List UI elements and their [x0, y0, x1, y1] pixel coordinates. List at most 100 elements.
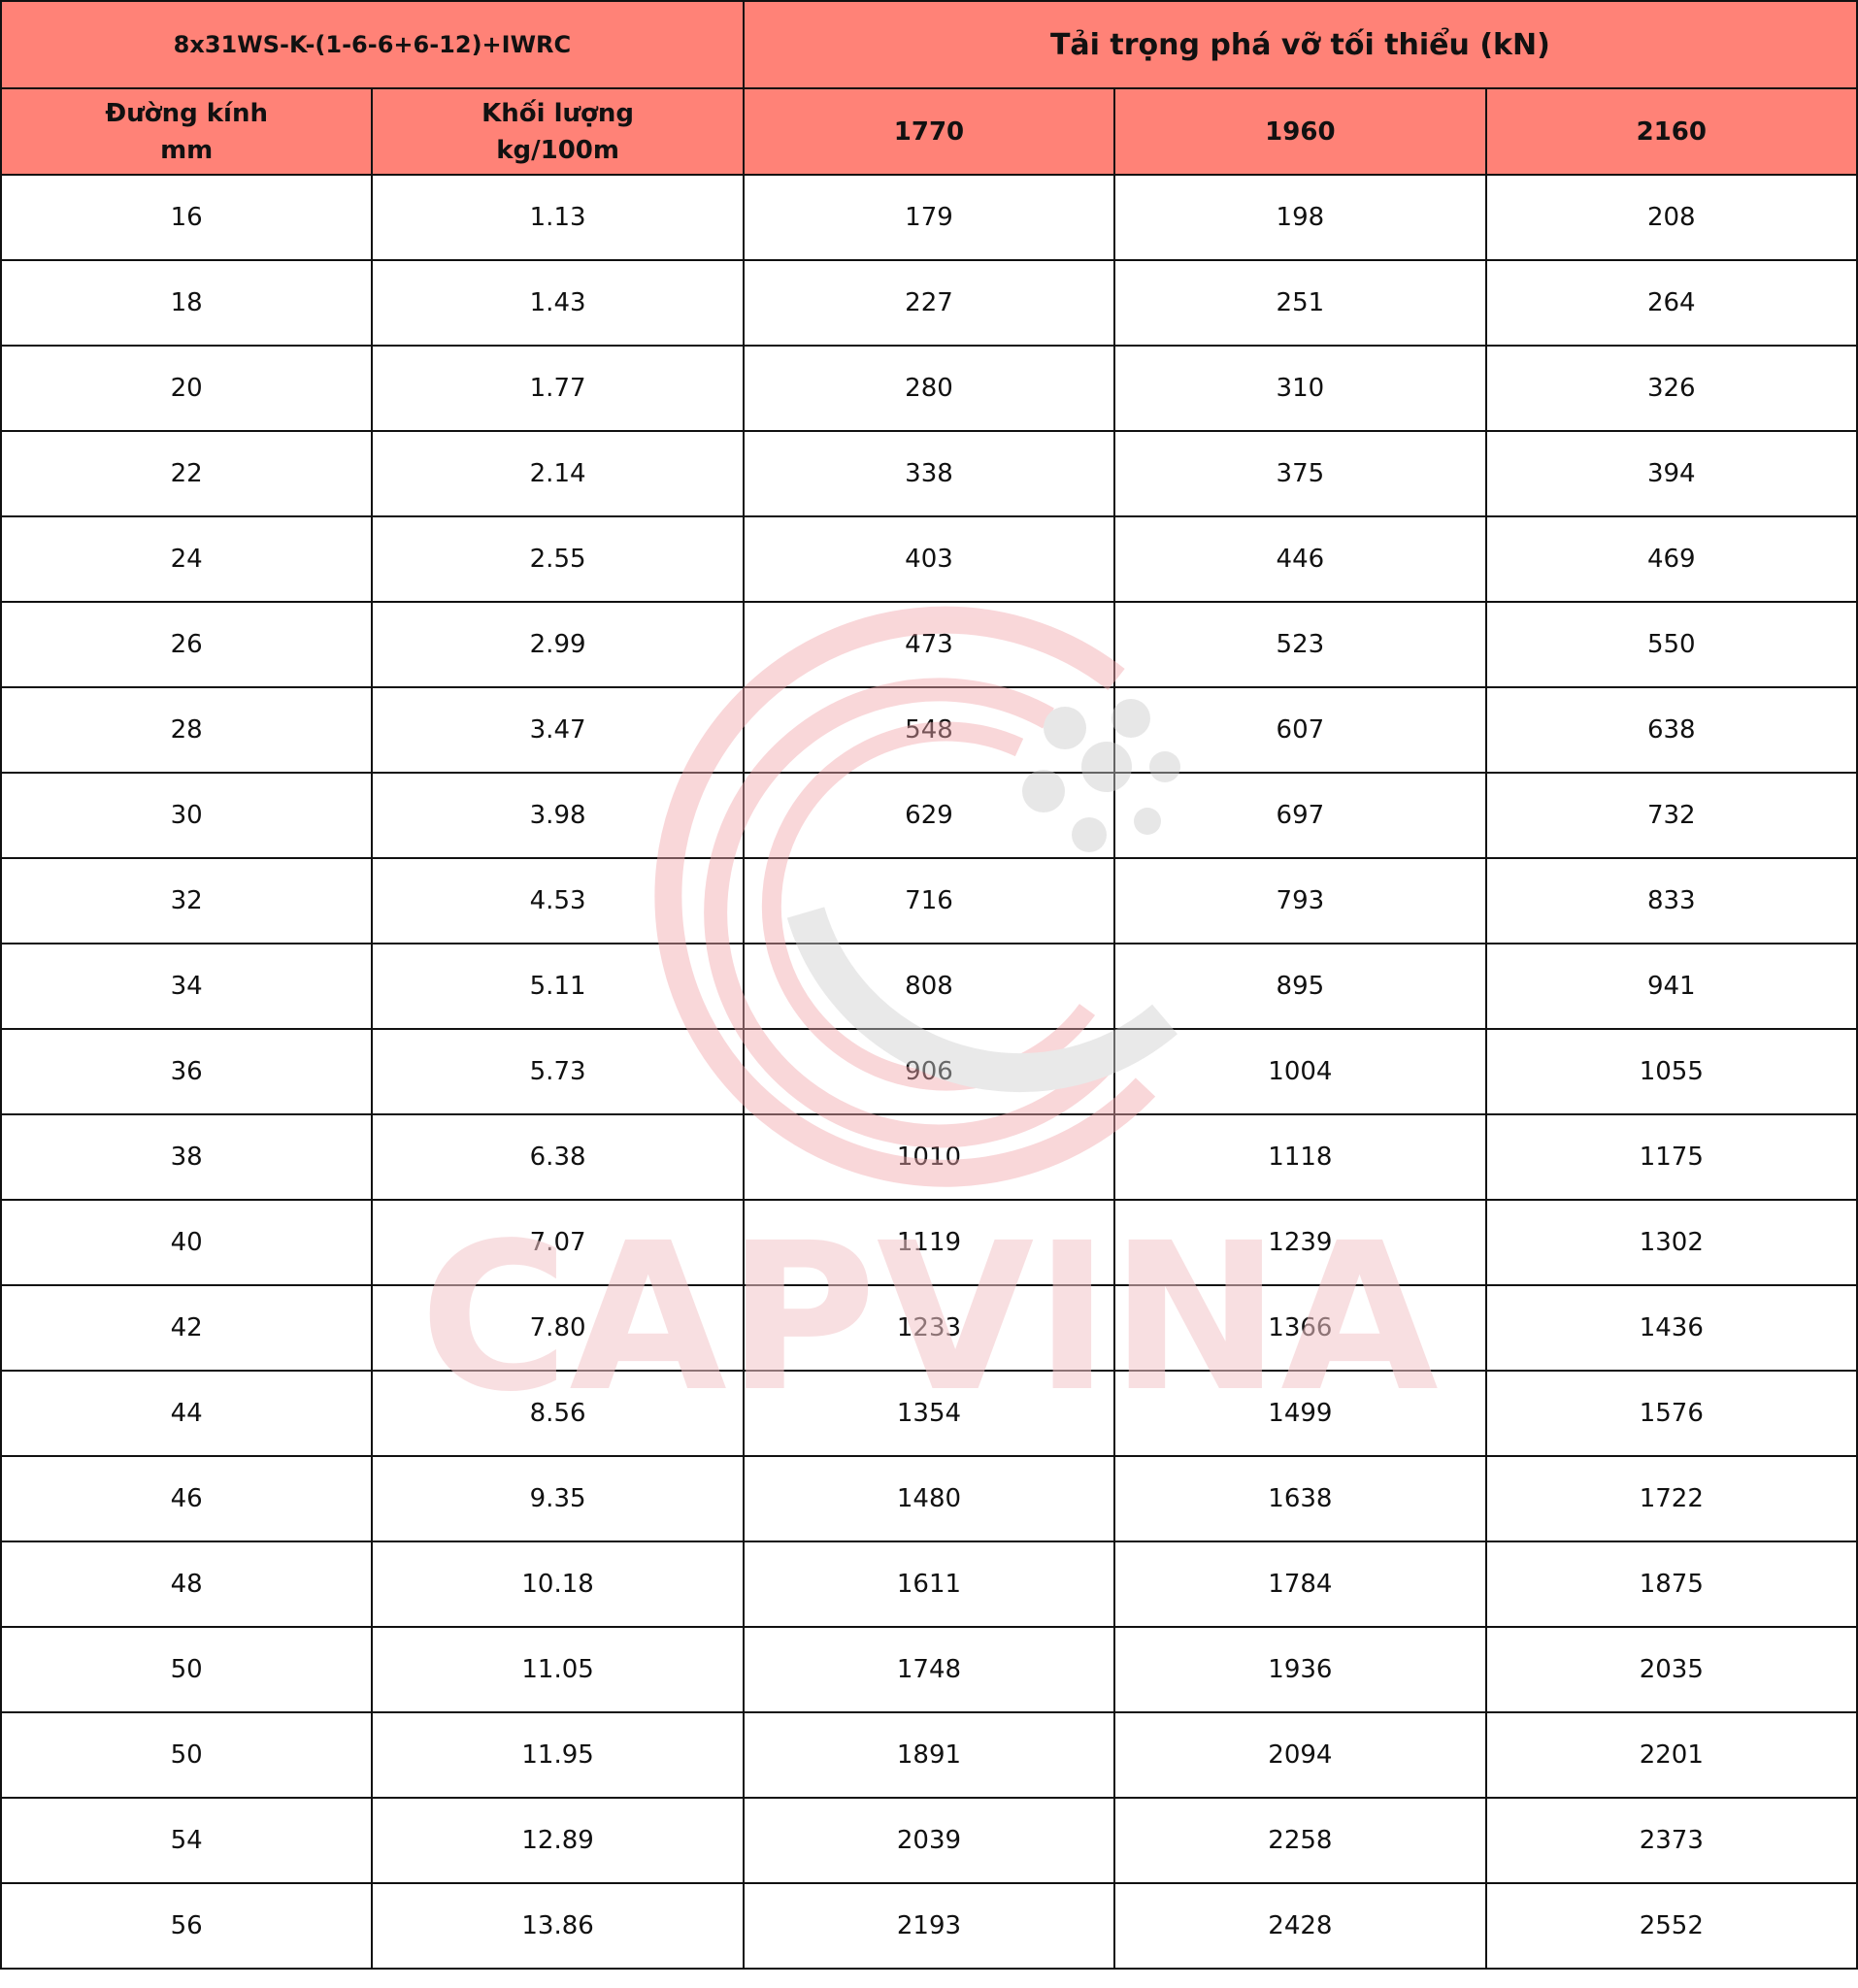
table-row: 16 1.13 179 198 208	[0, 174, 1858, 261]
cell-load-1770: 1010	[742, 1113, 1116, 1201]
cell-load-1960: 2094	[1113, 1711, 1487, 1799]
cell-load-1770: 473	[742, 601, 1116, 688]
cell-load-1770: 629	[742, 772, 1116, 859]
cell-weight: 4.53	[371, 857, 745, 944]
cell-load-1960: 1239	[1113, 1199, 1487, 1286]
cell-weight: 1.43	[371, 259, 745, 347]
cell-diameter: 56	[0, 1882, 374, 1970]
col-weight: Khối lượng kg/100m	[371, 87, 745, 176]
cell-diameter: 36	[0, 1028, 374, 1115]
cell-load-1960: 895	[1113, 943, 1487, 1030]
cell-diameter: 16	[0, 174, 374, 261]
cell-diameter: 18	[0, 259, 374, 347]
table-row: 22 2.14 338 375 394	[0, 430, 1858, 517]
cell-load-1960: 1118	[1113, 1113, 1487, 1201]
cell-diameter: 46	[0, 1455, 374, 1542]
cell-load-2160: 469	[1484, 515, 1858, 603]
cell-load-1960: 198	[1113, 174, 1487, 261]
cell-load-1770: 1119	[742, 1199, 1116, 1286]
table-row: 18 1.43 227 251 264	[0, 259, 1858, 347]
cell-load-1960: 251	[1113, 259, 1487, 347]
cell-weight: 5.73	[371, 1028, 745, 1115]
cell-load-1960: 446	[1113, 515, 1487, 603]
cell-load-2160: 732	[1484, 772, 1858, 859]
cell-diameter: 34	[0, 943, 374, 1030]
table-row: 34 5.11 808 895 941	[0, 943, 1858, 1030]
cell-load-1770: 227	[742, 259, 1116, 347]
cell-diameter: 20	[0, 345, 374, 432]
cell-weight: 2.99	[371, 601, 745, 688]
table-row: 54 12.89 2039 2258 2373	[0, 1797, 1858, 1884]
cell-load-2160: 264	[1484, 259, 1858, 347]
cell-load-1770: 2193	[742, 1882, 1116, 1970]
cell-load-2160: 638	[1484, 686, 1858, 774]
cell-load-1770: 1748	[742, 1626, 1116, 1713]
table-row: 24 2.55 403 446 469	[0, 515, 1858, 603]
cell-weight: 11.05	[371, 1626, 745, 1713]
table-row: 28 3.47 548 607 638	[0, 686, 1858, 774]
col-weight-label: Khối lượng	[481, 98, 635, 128]
cell-load-1960: 2258	[1113, 1797, 1487, 1884]
cell-load-1960: 607	[1113, 686, 1487, 774]
col-weight-unit: kg/100m	[496, 135, 619, 165]
cell-diameter: 28	[0, 686, 374, 774]
col-grade-1770: 1770	[742, 87, 1116, 176]
table-row: 50 11.05 1748 1936 2035	[0, 1626, 1858, 1713]
cell-weight: 12.89	[371, 1797, 745, 1884]
cell-load-1960: 1499	[1113, 1370, 1487, 1457]
cell-diameter: 42	[0, 1284, 374, 1372]
col-grade-1960: 1960	[1113, 87, 1487, 176]
cell-diameter: 50	[0, 1711, 374, 1799]
cell-weight: 7.07	[371, 1199, 745, 1286]
cell-load-2160: 2035	[1484, 1626, 1858, 1713]
cell-load-1960: 1638	[1113, 1455, 1487, 1542]
header-row-1: 8x31WS-K-(1-6-6+6-12)+IWRC Tải trọng phá…	[0, 0, 1858, 89]
cell-load-1960: 310	[1113, 345, 1487, 432]
cell-load-1770: 280	[742, 345, 1116, 432]
table-row: 44 8.56 1354 1499 1576	[0, 1370, 1858, 1457]
table-row: 40 7.07 1119 1239 1302	[0, 1199, 1858, 1286]
cell-weight: 8.56	[371, 1370, 745, 1457]
cell-diameter: 54	[0, 1797, 374, 1884]
cell-weight: 11.95	[371, 1711, 745, 1799]
cell-load-1770: 1480	[742, 1455, 1116, 1542]
cell-load-1960: 1936	[1113, 1626, 1487, 1713]
col-grade-2160: 2160	[1484, 87, 1858, 176]
cell-weight: 1.13	[371, 174, 745, 261]
col-diameter: Đường kính mm	[0, 87, 374, 176]
cell-load-1770: 808	[742, 943, 1116, 1030]
cell-load-2160: 326	[1484, 345, 1858, 432]
cell-load-1960: 697	[1113, 772, 1487, 859]
cell-weight: 2.55	[371, 515, 745, 603]
cell-load-1960: 2428	[1113, 1882, 1487, 1970]
cell-load-2160: 1576	[1484, 1370, 1858, 1457]
cell-diameter: 38	[0, 1113, 374, 1201]
cell-load-1770: 1891	[742, 1711, 1116, 1799]
cell-diameter: 24	[0, 515, 374, 603]
table-row: 20 1.77 280 310 326	[0, 345, 1858, 432]
cell-weight: 3.47	[371, 686, 745, 774]
cell-weight: 7.80	[371, 1284, 745, 1372]
cell-load-1770: 179	[742, 174, 1116, 261]
header-row-2: Đường kính mm Khối lượng kg/100m 1770 1960…	[0, 87, 1858, 176]
cell-diameter: 40	[0, 1199, 374, 1286]
cell-diameter: 44	[0, 1370, 374, 1457]
cell-weight: 9.35	[371, 1455, 745, 1542]
table-body: 16 1.13 179 198 208 18 1.43 227 251 264 20 1.77 280 3…	[0, 174, 1858, 1970]
cell-diameter: 48	[0, 1541, 374, 1628]
cell-load-2160: 208	[1484, 174, 1858, 261]
col-diameter-unit: mm	[160, 135, 214, 165]
cell-weight: 6.38	[371, 1113, 745, 1201]
cell-weight: 5.11	[371, 943, 745, 1030]
cell-load-2160: 941	[1484, 943, 1858, 1030]
table-row: 46 9.35 1480 1638 1722	[0, 1455, 1858, 1542]
rope-spec: 8x31WS-K-(1-6-6+6-12)+IWRC	[0, 0, 745, 89]
table-row: 36 5.73 906 1004 1055	[0, 1028, 1858, 1115]
table-row: 50 11.95 1891 2094 2201	[0, 1711, 1858, 1799]
table-row: 26 2.99 473 523 550	[0, 601, 1858, 688]
cell-weight: 1.77	[371, 345, 745, 432]
cell-weight: 2.14	[371, 430, 745, 517]
cell-load-1960: 1004	[1113, 1028, 1487, 1115]
cell-load-1770: 1354	[742, 1370, 1116, 1457]
cell-load-1960: 793	[1113, 857, 1487, 944]
